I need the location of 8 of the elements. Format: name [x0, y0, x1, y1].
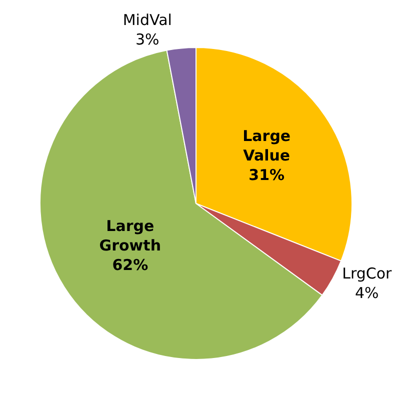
data-label: 4% [354, 284, 379, 302]
data-label: 3% [136, 30, 160, 48]
data-label: 31% [248, 166, 285, 184]
slice-label: Large Growth [99, 216, 162, 254]
data-label: 62% [112, 256, 148, 274]
slice-label: LrgCor [342, 264, 393, 282]
slice-label: Large Value [242, 127, 291, 165]
slice-label: MidVal [122, 10, 172, 29]
